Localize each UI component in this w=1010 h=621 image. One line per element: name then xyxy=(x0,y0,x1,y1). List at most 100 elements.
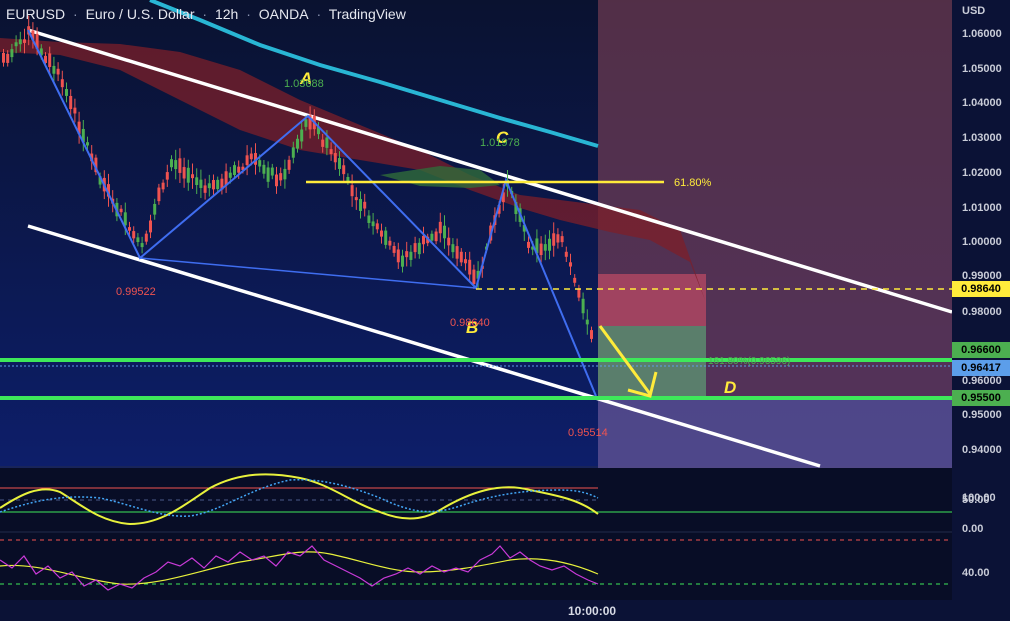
candle-body xyxy=(569,262,572,267)
candle-body xyxy=(2,52,5,63)
candle-body xyxy=(39,48,43,56)
candle-body xyxy=(18,39,22,45)
candle-body xyxy=(346,177,350,182)
position-risk-zone[interactable] xyxy=(598,274,706,326)
candle-body xyxy=(522,225,526,232)
stoch-tick: 0.00 xyxy=(962,523,984,535)
candle-body xyxy=(52,65,56,74)
candle-body xyxy=(304,119,308,127)
candle-body xyxy=(392,245,396,253)
candle-body xyxy=(564,251,568,257)
stoch-k-line xyxy=(0,473,599,526)
candle-body xyxy=(195,177,199,186)
candle-body xyxy=(283,168,287,180)
candle-body xyxy=(60,79,64,88)
point-c-price: 1.01978 xyxy=(480,137,520,149)
candle-body xyxy=(23,39,26,43)
instrument-name: Euro / U.S. Dollar xyxy=(85,6,195,22)
candle-body xyxy=(220,178,224,190)
candle-body xyxy=(199,179,203,188)
candle-body xyxy=(447,237,451,246)
candle-body xyxy=(317,127,320,135)
candle-body xyxy=(375,223,379,230)
candle-body xyxy=(535,238,539,254)
candle-body xyxy=(380,230,383,237)
candle-body xyxy=(237,166,241,173)
candle-body xyxy=(258,160,262,167)
point-d-label: D xyxy=(724,378,736,397)
low-price-label: 0.99522 xyxy=(116,286,156,298)
candle-body xyxy=(241,166,245,171)
candle-body xyxy=(266,167,270,182)
price-tag-support-lower: 0.95500 xyxy=(952,390,1010,406)
channel-upper-line[interactable] xyxy=(27,28,953,314)
candle-body xyxy=(388,240,392,246)
candle-body xyxy=(275,174,278,187)
harmonic-pattern-lines[interactable] xyxy=(27,29,597,397)
point-d-price: 0.95514 xyxy=(568,427,608,439)
candle-body xyxy=(228,172,232,178)
candle-body xyxy=(207,183,211,189)
price-tick: 1.06000 xyxy=(962,28,1002,40)
chart-title-bar[interactable]: EURUSD · Euro / U.S. Dollar · 12h · OAND… xyxy=(6,6,406,22)
candle-body xyxy=(321,139,325,147)
candle-body xyxy=(548,238,551,251)
candle-body xyxy=(287,159,291,170)
point-a-label: A xyxy=(299,69,312,88)
candle-body xyxy=(430,233,434,241)
symbol-label[interactable]: EURUSD xyxy=(6,6,66,22)
candle-body xyxy=(342,165,346,175)
candle-body xyxy=(44,55,47,64)
candle-body xyxy=(543,244,547,251)
price-tick: 1.01000 xyxy=(962,202,1002,214)
candle-body xyxy=(107,184,110,197)
interval-label[interactable]: 12h xyxy=(214,6,239,22)
point-b-label: B xyxy=(466,318,478,337)
candle-body xyxy=(191,174,194,179)
oscillator-axis[interactable]: 100.00 50.00 0.00 40.00 xyxy=(952,468,1010,621)
candle-body xyxy=(333,153,337,163)
candle-body xyxy=(577,288,581,298)
fib-618-label: 61.80% xyxy=(674,177,712,189)
candle-body xyxy=(10,49,14,58)
fib-1618-label: 161.80%(0.96596) xyxy=(708,356,790,367)
candle-body xyxy=(308,115,312,130)
candle-body xyxy=(216,179,220,190)
candle-body xyxy=(140,243,144,248)
broker-label: OANDA xyxy=(258,6,309,22)
candle-body xyxy=(65,89,68,96)
candle-body xyxy=(296,138,299,149)
candle-body xyxy=(86,142,89,146)
rsi-tick: 40.00 xyxy=(962,567,990,579)
candle-body xyxy=(48,53,52,67)
yellow-down-arrow-icon[interactable] xyxy=(598,325,658,398)
candle-body xyxy=(245,155,249,165)
candle-body xyxy=(119,208,123,213)
candle-body xyxy=(585,319,589,325)
candle-body xyxy=(182,167,186,179)
platform-label: TradingView xyxy=(328,6,406,22)
candle-body xyxy=(212,180,215,190)
candle-body xyxy=(73,107,77,114)
candle-body xyxy=(81,128,85,143)
candle-body xyxy=(464,259,467,264)
position-lower-zone xyxy=(598,396,952,468)
candle-body xyxy=(90,153,94,162)
rsi-ma-line xyxy=(0,551,599,585)
price-axis[interactable]: USD 1.06000 1.05000 1.04000 1.03000 1.02… xyxy=(952,0,1010,468)
candle-body xyxy=(249,153,253,160)
candle-body xyxy=(123,212,127,226)
channel-lower-line[interactable] xyxy=(27,224,821,468)
candle-body xyxy=(451,244,455,253)
harmonic-xb-line xyxy=(139,257,477,289)
candle-body xyxy=(254,153,257,165)
candle-body xyxy=(459,251,463,263)
candle-body xyxy=(497,205,501,214)
candle-body xyxy=(350,185,354,197)
candle-body xyxy=(455,246,459,259)
price-tick: 1.04000 xyxy=(962,97,1002,109)
moving-average-line[interactable] xyxy=(149,0,599,148)
price-tag-b-level: 0.98640 xyxy=(952,281,1010,297)
